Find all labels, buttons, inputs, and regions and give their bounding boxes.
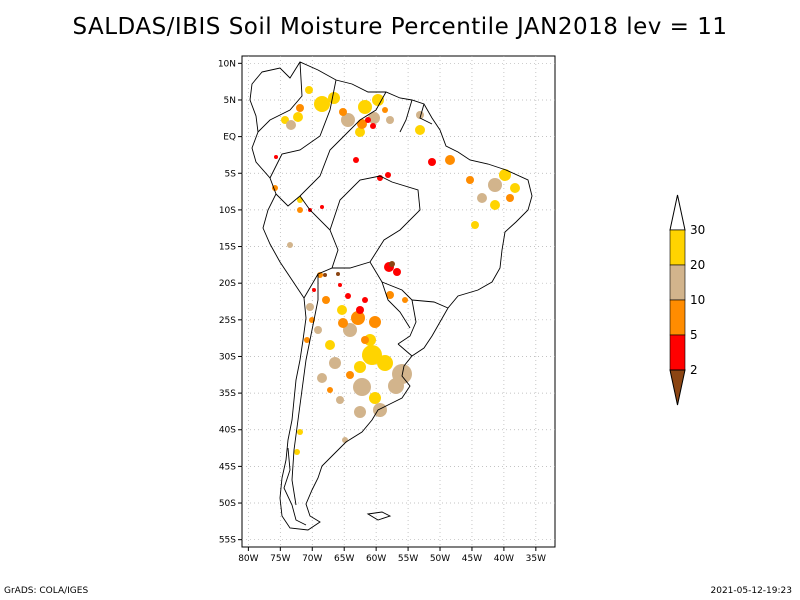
lat-tick-label: 30S (219, 352, 236, 362)
soil-moisture-fill (272, 86, 520, 455)
lon-tick-label: 55W (398, 554, 418, 564)
lon-tick-label: 35W (526, 554, 546, 564)
colorbar-label: 10 (690, 293, 705, 307)
lat-tick-label: 40S (219, 426, 236, 436)
colorbar-lower-arrow (669, 369, 686, 406)
axis-labels: 10N 5N EQ 5S 10S 15S 20S 25S 30S 35S 40S 45S 50S 55S8… (218, 59, 546, 564)
lat-tick-label: 35S (219, 389, 236, 399)
colorbar-label: 5 (690, 328, 698, 342)
footer-timestamp: 2021-05-12-19:23 (710, 586, 793, 596)
lon-tick-label: 80W (238, 554, 258, 564)
colorbar-segment (669, 334, 686, 371)
lat-tick-label: 50S (219, 499, 236, 509)
colorbar-legend: 30 20 10 5 2 (669, 194, 705, 406)
lat-tick-label: 10N (218, 59, 236, 69)
continent-outline (249, 61, 533, 531)
colorbar-label: 2 (690, 363, 698, 377)
lon-tick-label: 65W (334, 554, 354, 564)
colorbar-segment (669, 229, 686, 266)
lat-tick-label: 25S (219, 316, 236, 326)
lat-tick-label: 55S (219, 536, 236, 546)
colorbar-segment (669, 299, 686, 336)
lon-tick-label: 50W (430, 554, 450, 564)
map-title: SALDAS/IBIS Soil Moisture Percentile JAN… (72, 14, 728, 40)
lat-tick-label: EQ (223, 133, 236, 143)
colorbar-segment (669, 264, 686, 301)
lon-tick-label: 60W (366, 554, 386, 564)
map-frame (241, 55, 556, 548)
colorbar-label: 20 (690, 258, 705, 272)
lon-tick-label: 45W (462, 554, 482, 564)
lon-tick-label: 40W (494, 554, 514, 564)
colorbar-upper-arrow (669, 194, 686, 231)
lat-tick-label: 5S (225, 169, 237, 179)
footer-credit: GrADS: COLA/IGES (4, 586, 89, 596)
lat-tick-label: 20S (219, 279, 236, 289)
lat-tick-label: 15S (219, 243, 236, 253)
lon-tick-label: 75W (270, 554, 290, 564)
lat-tick-label: 10S (219, 206, 236, 216)
lat-tick-label: 45S (219, 462, 236, 472)
lon-tick-label: 70W (302, 554, 322, 564)
lat-tick-label: 5N (224, 96, 236, 106)
colorbar-label: 30 (690, 223, 705, 237)
